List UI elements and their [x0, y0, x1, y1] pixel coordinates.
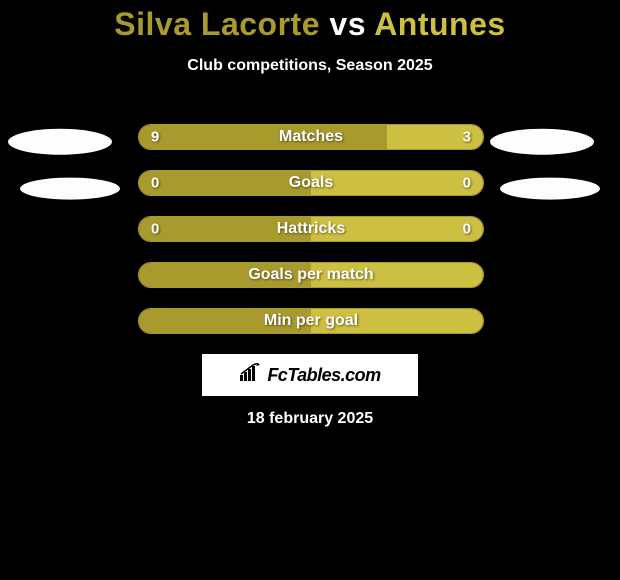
stat-bar: Matches9 3: [138, 124, 484, 150]
subtitle: Club competitions, Season 2025: [0, 57, 620, 75]
stat-bar: Min per goal: [138, 308, 484, 334]
stat-value-left: 0: [151, 175, 159, 192]
source-logo: FcTables.com: [202, 354, 418, 396]
player2-ellipse: [490, 129, 594, 155]
stat-row: Min per goal: [0, 308, 620, 354]
stat-label: Goals: [139, 174, 483, 192]
stat-row: Hattricks0 0: [0, 216, 620, 262]
stat-value-left: 9: [151, 129, 159, 146]
stat-label: Matches: [139, 128, 483, 146]
stat-value-left: 0: [151, 221, 159, 238]
stat-value-right: 0: [463, 221, 471, 238]
player1-ellipse: [20, 178, 120, 200]
player2-ellipse: [500, 178, 600, 200]
player1-ellipse: [8, 129, 112, 155]
stat-rows: Matches93Goals00Hattricks00Goals per mat…: [0, 124, 620, 354]
player2-name: Antunes: [374, 6, 506, 42]
logo-text: FcTables.com: [267, 365, 380, 386]
stat-label: Hattricks: [139, 220, 483, 238]
stat-value-right: 3: [463, 129, 471, 146]
date-text: 18 february 2025: [0, 410, 620, 428]
stat-label: Min per goal: [139, 312, 483, 330]
stat-row: Goals per match: [0, 262, 620, 308]
stat-row: Goals0 0: [0, 170, 620, 216]
stat-row: Matches9 3: [0, 124, 620, 170]
player1-name: Silva Lacorte: [114, 6, 320, 42]
stat-bar: Hattricks0 0: [138, 216, 484, 242]
stat-bar: Goals0 0: [138, 170, 484, 196]
vs-text: vs: [329, 6, 366, 42]
stat-bar: Goals per match: [138, 262, 484, 288]
stat-label: Goals per match: [139, 266, 483, 284]
chart-icon: [239, 363, 263, 388]
comparison-title: Silva Lacorte vs Antunes: [0, 0, 620, 43]
stat-value-right: 0: [463, 175, 471, 192]
